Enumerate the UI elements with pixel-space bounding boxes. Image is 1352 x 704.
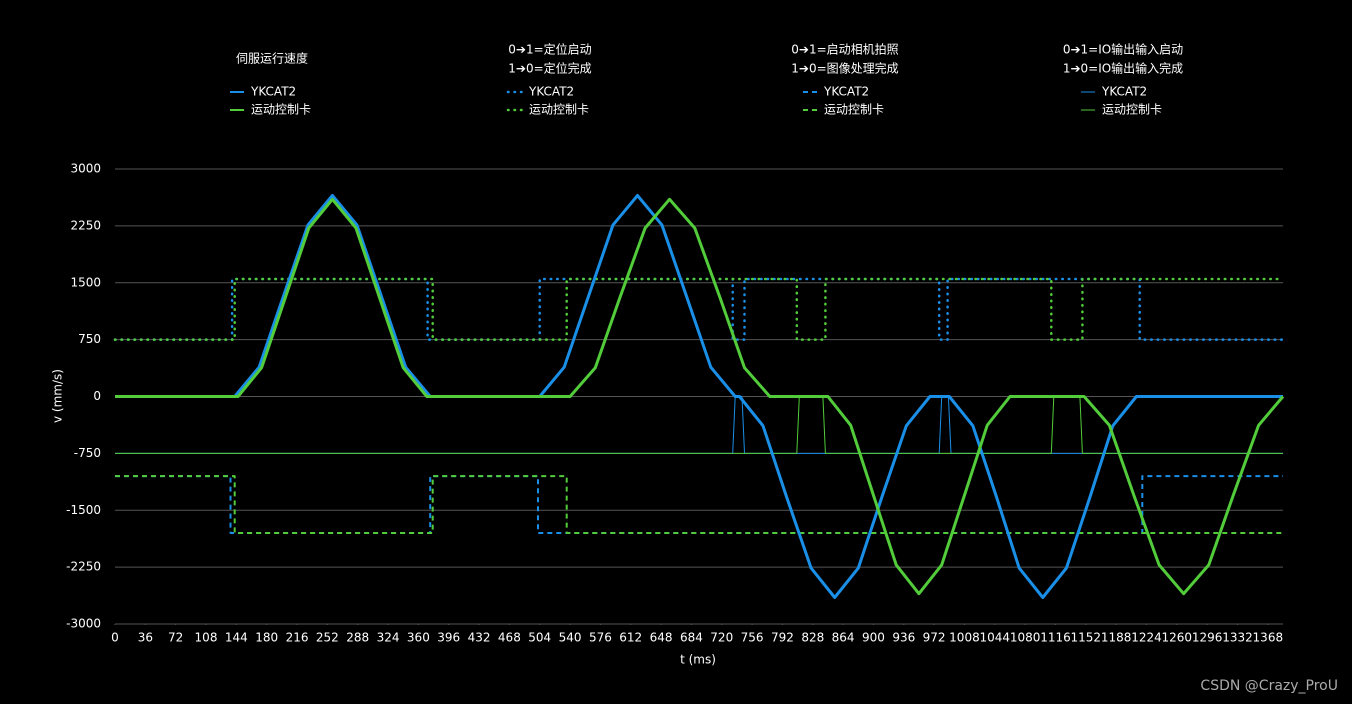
x-tick-label: 828	[801, 631, 824, 645]
legend-label: 运动控制卡	[251, 103, 311, 117]
y-tick-label: -1500	[66, 503, 101, 517]
x-tick-label: 216	[286, 631, 309, 645]
x-tick-label: 360	[407, 631, 430, 645]
x-tick-label: 180	[255, 631, 278, 645]
series-line	[115, 396, 1283, 454]
legend-title: 伺服运行速度	[236, 51, 308, 66]
x-tick-label: 936	[892, 631, 915, 645]
x-tick-label: 36	[138, 631, 153, 645]
x-tick-label: 252	[316, 631, 339, 645]
legend-title: 1➔0=定位完成	[508, 61, 591, 76]
legend-label: 运动控制卡	[1102, 103, 1162, 117]
legend-label: YKCAT2	[823, 85, 869, 99]
legend-title: 0➔1=IO输出输入启动	[1063, 42, 1183, 57]
x-tick-label: 1260	[1162, 631, 1193, 645]
x-tick-label: 612	[619, 631, 642, 645]
legend-label: 运动控制卡	[824, 103, 884, 117]
legend-label: YKCAT2	[528, 85, 574, 99]
x-tick-label: 432	[468, 631, 491, 645]
x-tick-label: 972	[923, 631, 946, 645]
y-tick-label: 3000	[70, 162, 101, 176]
x-tick-label: 1188	[1101, 631, 1132, 645]
y-tick-label: 0	[93, 389, 101, 403]
series-line	[115, 475, 1283, 534]
x-tick-label: 576	[589, 631, 612, 645]
series-line	[113, 277, 1285, 341]
x-tick-label: 1152	[1071, 631, 1102, 645]
x-tick-label: 468	[498, 631, 521, 645]
x-tick-label: 1296	[1192, 631, 1223, 645]
x-tick-label: 1332	[1222, 631, 1253, 645]
x-tick-label: 288	[346, 631, 369, 645]
legend-label: YKCAT2	[250, 85, 296, 99]
x-tick-label: 0	[111, 631, 119, 645]
y-tick-label: 750	[78, 332, 101, 346]
x-tick-label: 396	[437, 631, 460, 645]
x-tick-label: 1116	[1040, 631, 1071, 645]
x-tick-label: 900	[862, 631, 885, 645]
x-tick-label: 1368	[1253, 631, 1284, 645]
series-line	[115, 197, 1285, 596]
x-tick-label: 540	[559, 631, 582, 645]
x-tick-label: 720	[710, 631, 733, 645]
x-tick-label: 1044	[980, 631, 1011, 645]
y-tick-label: 2250	[70, 218, 101, 232]
x-tick-label: 756	[741, 631, 764, 645]
x-tick-label: 864	[832, 631, 855, 645]
x-tick-label: 648	[650, 631, 673, 645]
watermark: CSDN @Crazy_ProU	[1200, 678, 1338, 694]
y-tick-label: -750	[74, 446, 101, 460]
legend-title: 1➔0=IO输出输入完成	[1063, 61, 1183, 76]
legend-label: 运动控制卡	[529, 103, 589, 117]
x-tick-label: 324	[377, 631, 400, 645]
x-tick-label: 108	[195, 631, 218, 645]
legend-label: YKCAT2	[1101, 85, 1147, 99]
legend-title: 0➔1=启动相机拍照	[791, 42, 898, 57]
x-tick-label: 1008	[949, 631, 980, 645]
x-tick-label: 684	[680, 631, 703, 645]
x-tick-label: 72	[168, 631, 183, 645]
series-line	[113, 277, 1285, 341]
x-tick-label: 504	[528, 631, 551, 645]
legend-title: 1➔0=图像处理完成	[791, 61, 898, 76]
y-tick-label: 1500	[70, 275, 101, 289]
x-tick-label: 144	[225, 631, 248, 645]
series-line	[115, 194, 1283, 599]
y-tick-label: -3000	[66, 617, 101, 631]
x-tick-label: 1224	[1131, 631, 1162, 645]
x-tick-label: 792	[771, 631, 794, 645]
legend-title: 0➔1=定位启动	[508, 42, 591, 57]
x-axis-label: t (ms)	[680, 653, 716, 667]
y-tick-label: -2250	[66, 560, 101, 574]
series-line	[115, 475, 1283, 534]
x-tick-label: 1080	[1010, 631, 1041, 645]
y-axis-label: v (mm/s)	[51, 369, 65, 423]
